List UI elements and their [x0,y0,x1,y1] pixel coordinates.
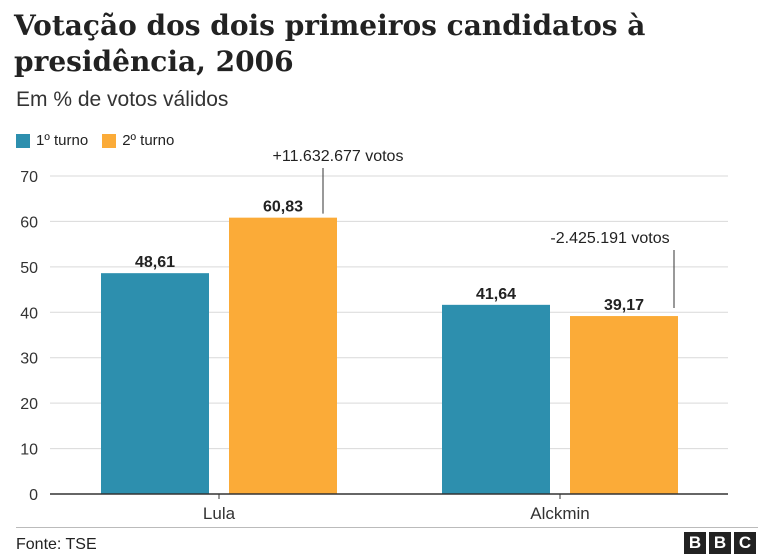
bbc-logo-letter: B [709,532,731,554]
y-tick-label: 60 [20,214,38,231]
legend: 1º turno 2º turno [16,132,188,149]
data-label: 48,61 [135,254,175,271]
legend-swatch-turno1 [16,133,30,148]
annotation-label: -2.425.191 votos [550,230,669,247]
y-tick-label: 30 [20,351,38,368]
x-tick-label: Lula [203,504,236,523]
data-label: 60,83 [263,199,303,216]
chart-title: Votação dos dois primeiros candidatos à … [14,9,646,78]
legend-label-turno1: 1º turno [36,132,89,149]
y-tick-label: 10 [20,442,38,459]
legend-item-turno1: 1º turno [16,132,88,149]
source-note: Fonte: TSE [16,536,97,553]
y-tick-label: 50 [20,260,38,277]
bar-turno2-lula [229,217,337,494]
annotation-label: +11.632.677 votos [273,148,404,165]
y-tick-label: 40 [20,305,38,322]
footer-divider [16,527,758,528]
chart-subtitle: Em % de votos válidos [16,88,229,111]
data-label: 39,17 [604,297,644,314]
bbc-logo-letter: B [684,532,706,554]
bar-turno2-alckmin [570,316,678,494]
bar-turno1-alckmin [442,304,550,494]
y-tick-label: 20 [20,396,38,413]
y-tick-label: 0 [29,487,38,504]
bbc-logo: B B C [681,532,756,554]
legend-item-turno2: 2º turno [102,132,174,149]
y-tick-label: 70 [20,169,38,186]
bar-turno1-lula [101,273,209,494]
bar-chart: 0 10 20 30 40 50 60 70 48,61 41,64 60,83 39,17 Lula A… [20,148,728,523]
bbc-logo-letter: C [734,532,756,554]
data-label: 41,64 [476,286,516,303]
x-tick-label: Alckmin [530,504,590,523]
legend-swatch-turno2 [102,133,117,148]
legend-label-turno2: 2º turno [122,132,175,149]
